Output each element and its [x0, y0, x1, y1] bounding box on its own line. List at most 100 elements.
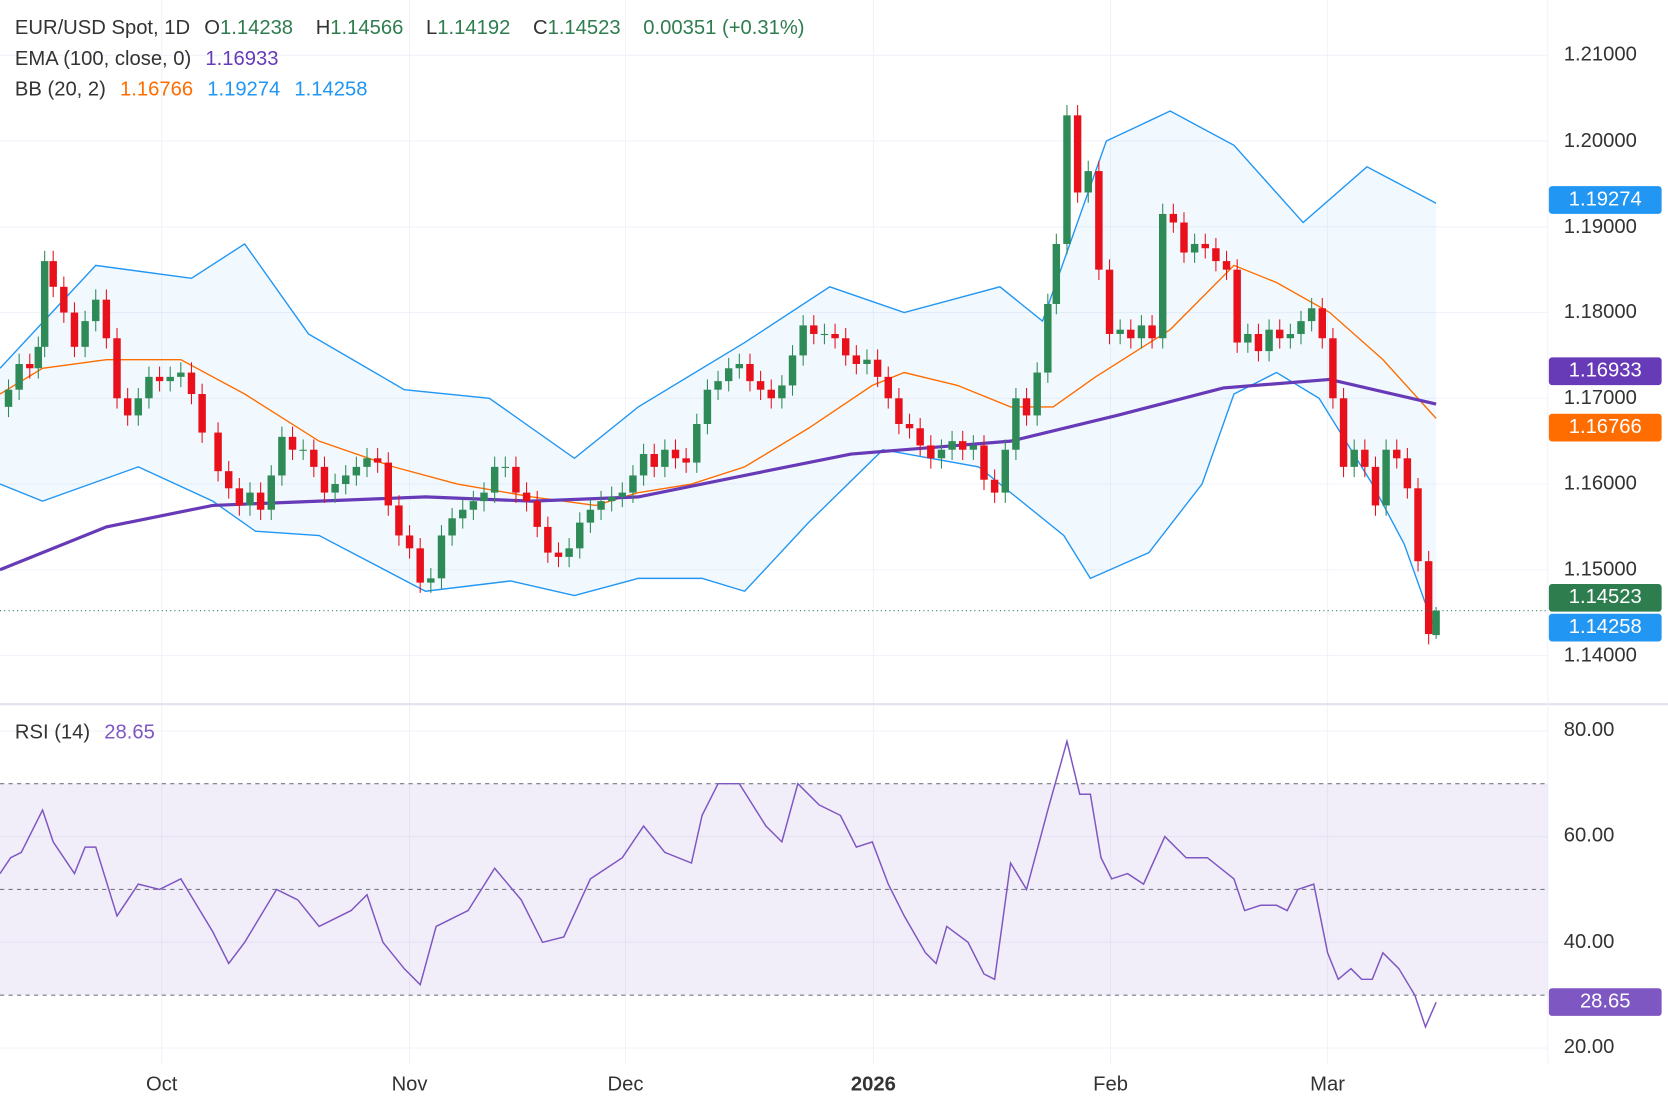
- time-tick-label: Mar: [1310, 1073, 1346, 1096]
- candle-body: [512, 466, 520, 493]
- price-tick: 1.20000: [1563, 129, 1637, 153]
- candle-body: [724, 368, 733, 382]
- candle-body: [177, 372, 185, 377]
- candle-body: [767, 389, 775, 399]
- candle-body: [1180, 222, 1188, 253]
- candle-body: [155, 376, 164, 382]
- candle-body: [1371, 466, 1380, 506]
- candle-body: [873, 359, 882, 377]
- time-tick-label: Oct: [145, 1073, 178, 1096]
- candle-body: [1307, 308, 1316, 322]
- candle-body: [607, 496, 616, 502]
- candle-body: [714, 381, 722, 390]
- candle-body: [1350, 449, 1358, 467]
- candle-body: [905, 424, 914, 429]
- candle-body: [299, 449, 307, 451]
- candle-body: [618, 492, 627, 497]
- candle-body: [756, 381, 765, 390]
- candle-body: [852, 355, 861, 364]
- candle-body: [373, 458, 382, 463]
- candle-body: [102, 299, 111, 339]
- rsi-tick: 80.00: [1563, 719, 1615, 742]
- candle-body: [1063, 115, 1071, 244]
- candle-body: [1158, 213, 1167, 339]
- symbol-legend: EUR/USD Spot, 1D O1.14238 H1.14566 L1.14…: [15, 17, 813, 40]
- low-value: 1.14192: [437, 17, 511, 40]
- rsi-value: 28.65: [104, 721, 155, 744]
- bb-lower-value: 1.14258: [294, 78, 368, 102]
- candle-body: [863, 359, 871, 364]
- candle-body: [1169, 213, 1178, 223]
- candle-body: [639, 454, 648, 476]
- candle-body: [565, 548, 573, 557]
- candle-body: [735, 363, 744, 369]
- candle-body: [395, 505, 403, 536]
- ohlc-low: L1.14192: [426, 17, 519, 39]
- candle-body: [123, 398, 132, 416]
- price-tick: 1.19000: [1563, 215, 1637, 239]
- price-tick: 1.18000: [1563, 301, 1637, 324]
- candle-body: [1001, 449, 1009, 493]
- candle-body: [1012, 398, 1020, 450]
- candle-body: [437, 535, 446, 579]
- bb-basis-value: 1.16766: [120, 78, 194, 102]
- candle-body: [1403, 458, 1412, 489]
- ema-line: [0, 377, 1437, 572]
- candle-body: [15, 363, 23, 390]
- candle-body: [884, 376, 892, 399]
- candle-body: [1432, 610, 1440, 636]
- candle-body: [958, 441, 967, 450]
- symbol-title: EUR/USD Spot, 1D: [14, 17, 191, 40]
- rsi-label: RSI (14): [14, 721, 91, 744]
- candle-body: [384, 462, 393, 506]
- candle-body: [1137, 325, 1146, 339]
- bb-upper-line: [0, 110, 1437, 460]
- candle-body: [1022, 398, 1031, 416]
- candle-body: [1105, 269, 1114, 334]
- time-tick-label: Dec: [607, 1073, 644, 1096]
- candle-body: [490, 466, 499, 493]
- candle-body: [1095, 171, 1103, 270]
- ema-value: 1.16933: [205, 47, 279, 71]
- bb-lower-badge: 1.14258: [1548, 613, 1662, 642]
- candle-body: [469, 501, 478, 510]
- bb-legend: BB (20, 2) 1.16766 1.19274 1.14258: [15, 79, 376, 102]
- candle-body: [501, 466, 510, 468]
- candle-body: [554, 552, 563, 557]
- change-value: 0.00351 (+0.31%): [643, 17, 805, 40]
- candle-body: [831, 333, 839, 339]
- candle-body: [342, 475, 350, 485]
- close-label: C: [532, 17, 548, 40]
- candle-body: [60, 286, 68, 313]
- rsi-badge: 28.65: [1548, 988, 1662, 1016]
- candle-body: [448, 518, 456, 536]
- candle-body: [1254, 333, 1263, 352]
- candle-body: [49, 261, 57, 287]
- candle-body: [92, 299, 100, 322]
- candle-body: [235, 488, 244, 506]
- candle-body: [1414, 488, 1422, 562]
- candle-body: [1073, 115, 1082, 193]
- candle-body: [1116, 329, 1124, 334]
- close-value: 1.14523: [547, 17, 621, 40]
- candle-body: [799, 325, 807, 356]
- candle-body: [198, 393, 206, 433]
- candle-body: [187, 372, 196, 394]
- candle-body: [1382, 449, 1390, 506]
- candle-body: [320, 466, 329, 493]
- ohlc-close: C1.14523: [533, 17, 629, 39]
- rsi-tick: 40.00: [1563, 930, 1615, 954]
- price-tick: 1.14000: [1563, 644, 1637, 667]
- open-label: O: [204, 17, 220, 40]
- candle-body: [1361, 449, 1369, 467]
- bb-lower-line: [0, 371, 1437, 634]
- candle-body: [1201, 243, 1209, 249]
- price-tick: 1.15000: [1563, 558, 1637, 581]
- candle-body: [522, 492, 531, 502]
- candle-body: [1424, 561, 1433, 635]
- candle-body: [278, 436, 286, 476]
- candle-body: [40, 261, 49, 347]
- candle-body: [1212, 248, 1220, 262]
